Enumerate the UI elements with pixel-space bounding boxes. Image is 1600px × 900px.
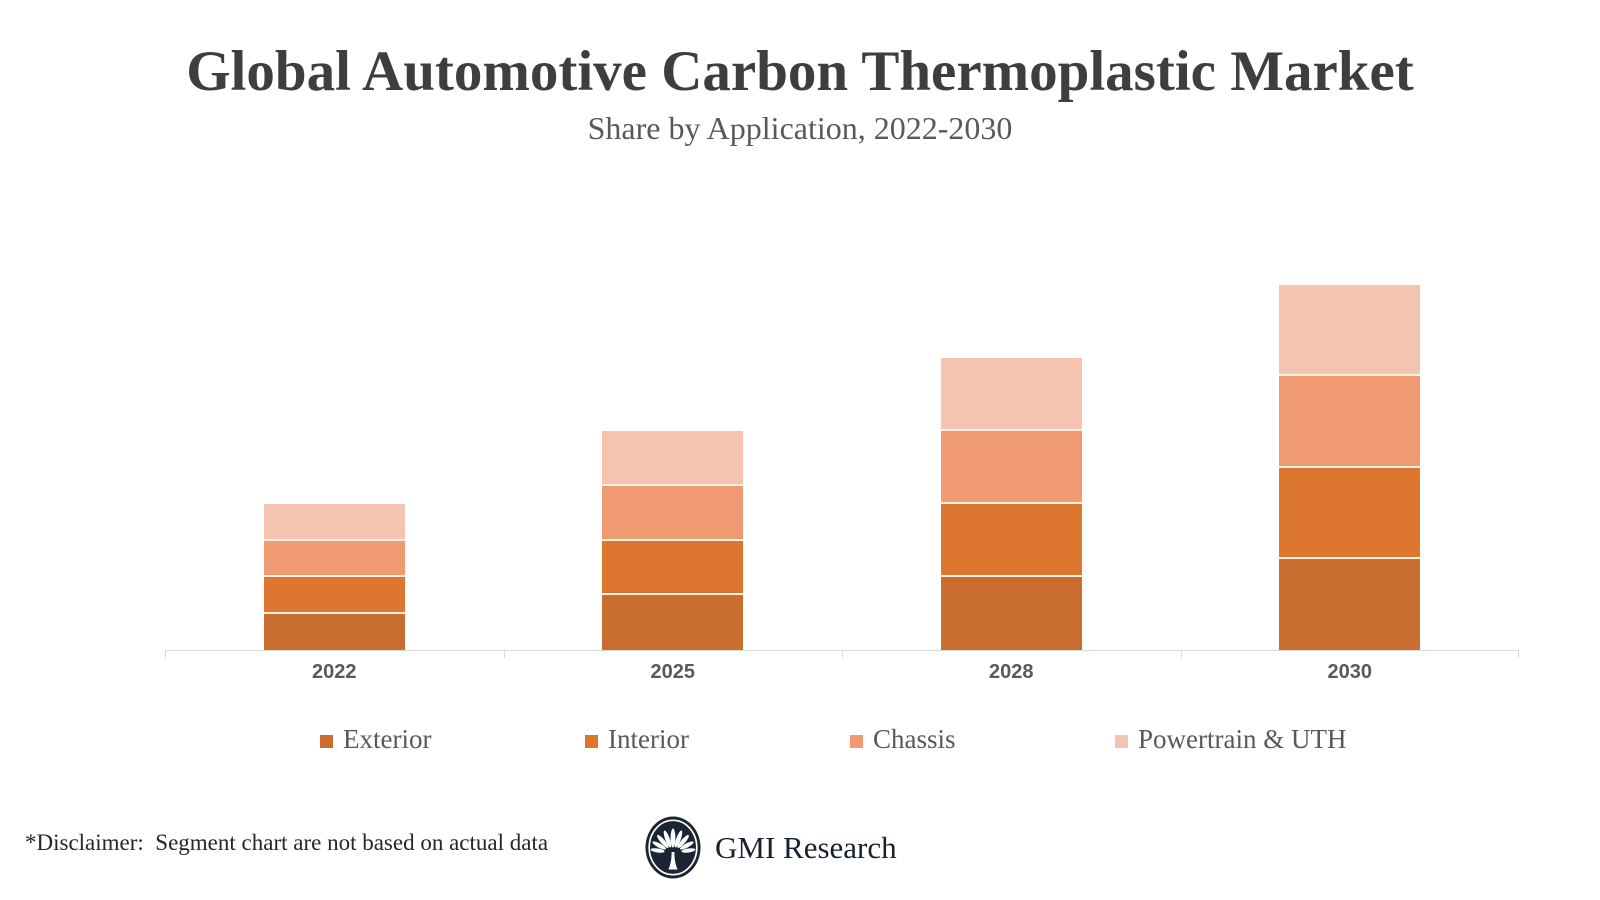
segment-exterior-2030 — [1279, 558, 1421, 650]
legend-label-powertrain-uth: Powertrain & UTH — [1138, 724, 1347, 754]
segment-interior-2030 — [1279, 467, 1421, 559]
brand-name: GMI Research — [715, 829, 897, 865]
legend-item-interior: Interior — [585, 724, 850, 755]
brand-footer: GMI Research — [645, 816, 897, 879]
x-axis-tick — [503, 650, 505, 658]
segment-interior-2022 — [263, 577, 405, 614]
legend-label-interior: Interior — [608, 724, 689, 754]
x-axis-label-2025: 2025 — [650, 661, 696, 683]
segment-exterior-2028 — [940, 577, 1082, 650]
bar-category-2022 — [165, 180, 504, 650]
segment-chassis-2028 — [940, 431, 1082, 504]
x-axis-tick — [165, 650, 166, 658]
chart-subtitle: Share by Application, 2022-2030 — [587, 109, 1013, 146]
palm-tree-logo-icon — [645, 816, 701, 879]
segment-exterior-2022 — [263, 613, 405, 650]
x-axis-label-2030: 2030 — [1327, 661, 1373, 683]
segment-interior-2025 — [602, 540, 744, 596]
stacked-bar-2025 — [602, 431, 744, 650]
x-axis-tick — [1180, 650, 1182, 658]
chart-legend: Exterior Interior Chassis Powertrain & UTH — [320, 724, 1380, 755]
x-axis-label-2022: 2022 — [312, 661, 357, 683]
segment-powertrain-uth-2028 — [940, 358, 1082, 431]
bar-category-2025 — [504, 180, 843, 650]
stacked-bar-2022 — [263, 504, 405, 650]
legend-swatch-chassis — [850, 734, 863, 748]
legend-item-powertrain-uth: Powertrain & UTH — [1115, 724, 1380, 755]
x-axis-tick — [1518, 650, 1519, 658]
legend-swatch-interior — [585, 734, 598, 748]
segment-chassis-2022 — [263, 540, 405, 577]
chart-header: Global Automotive Carbon Thermoplastic M… — [0, 42, 1600, 147]
segment-powertrain-uth-2022 — [263, 504, 405, 541]
chart-title: Global Automotive Carbon Thermoplastic M… — [186, 40, 1414, 103]
segment-exterior-2025 — [602, 595, 744, 650]
disclaimer-text: *Disclaimer: Segment chart are not based… — [25, 830, 549, 855]
segment-interior-2028 — [940, 504, 1082, 577]
segment-powertrain-uth-2025 — [602, 431, 744, 486]
x-axis-tick — [842, 650, 843, 658]
segment-chassis-2030 — [1279, 376, 1421, 468]
legend-label-exterior: Exterior — [343, 724, 432, 754]
legend-item-exterior: Exterior — [320, 724, 585, 755]
bar-category-2030 — [1181, 180, 1520, 650]
stacked-bar-2030 — [1279, 285, 1421, 650]
stacked-bar-2028 — [940, 358, 1082, 650]
segment-chassis-2025 — [602, 485, 744, 541]
x-axis-labels: 2022 2025 2028 2030 — [165, 661, 1519, 684]
legend-swatch-powertrain-uth — [1115, 734, 1128, 748]
segment-powertrain-uth-2030 — [1279, 285, 1421, 377]
stacked-bar-plot-area — [165, 180, 1520, 658]
x-axis-label-2028: 2028 — [989, 661, 1034, 683]
legend-label-chassis: Chassis — [873, 724, 956, 754]
legend-swatch-exterior — [320, 734, 333, 748]
legend-item-chassis: Chassis — [850, 724, 1115, 755]
bar-category-2028 — [842, 180, 1181, 650]
